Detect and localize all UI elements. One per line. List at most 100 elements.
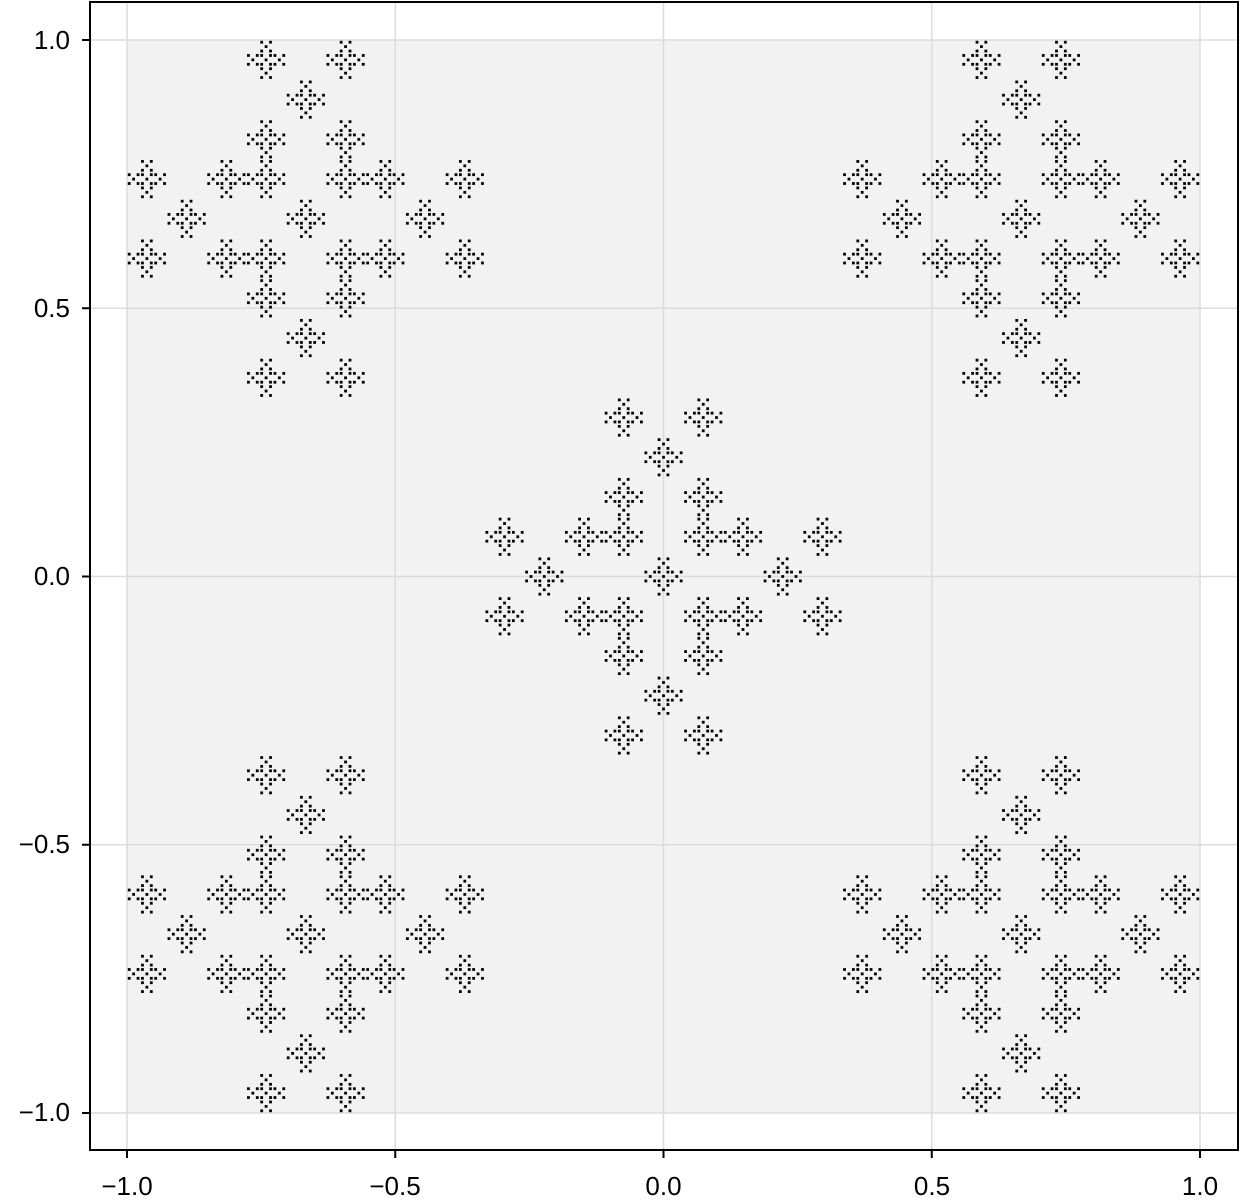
data-point [1055,305,1058,309]
data-point [980,1091,983,1095]
data-point [949,173,952,177]
data-point [1002,937,1005,940]
data-point [251,296,255,300]
data-point [1183,248,1186,252]
data-point [975,279,979,283]
data-point [454,173,458,177]
data-point [233,261,237,265]
data-point [931,897,935,901]
data-point [361,976,365,980]
data-point [339,870,343,874]
data-point [269,261,272,265]
data-point [467,182,471,185]
data-point [220,897,224,901]
data-point [980,853,983,857]
data-point [180,928,184,932]
data-point [931,976,935,980]
data-point [269,186,272,190]
data-point [975,288,979,291]
data-point [746,597,749,600]
data-point [564,539,568,543]
data-point [445,888,449,892]
data-point [626,716,630,720]
data-point [746,619,749,623]
data-point [604,530,608,534]
data-point [922,252,926,256]
data-point [1059,190,1063,194]
data-point [1090,976,1094,980]
data-point [1063,252,1067,256]
data-point [935,274,939,278]
data-point [975,994,979,998]
data-point [922,173,926,177]
data-point [260,186,264,190]
data-point [595,535,599,539]
data-point [273,261,277,265]
data-point [247,252,250,256]
data-point [348,1003,352,1007]
data-point [697,433,701,437]
data-point [798,570,802,574]
data-point [719,610,723,614]
data-point [1183,252,1186,256]
data-point [971,1016,974,1020]
data-point [202,937,206,940]
data-point [1196,261,1200,265]
data-point [1130,213,1133,216]
data-point [1103,954,1107,958]
data-point [1059,879,1063,883]
data-point [260,1096,264,1099]
data-point [149,173,153,177]
data-point [335,1007,339,1011]
data-point [260,994,264,998]
data-point [286,809,290,812]
data-point [838,619,842,623]
data-point [935,968,939,971]
data-point [856,239,860,243]
data-point [149,160,153,163]
data-point [1010,937,1014,940]
data-point [357,972,361,976]
data-point [282,968,286,971]
data-point [366,182,370,185]
data-point [339,274,343,278]
data-point [971,968,974,971]
data-point [472,173,476,177]
data-point [326,976,330,980]
data-point [348,769,352,773]
data-point [988,54,992,57]
data-point [693,500,696,503]
data-point [582,628,586,631]
data-point [251,137,255,141]
data-point [706,411,710,415]
data-point [180,235,184,238]
data-point [1174,981,1178,985]
data-point [865,186,869,190]
data-point [988,968,992,971]
data-point [693,491,696,494]
data-point [485,619,489,623]
data-point [388,884,392,887]
data-point [353,968,356,971]
data-point [304,946,308,949]
data-point [339,279,343,283]
data-point [136,976,140,980]
data-point [1019,204,1023,207]
data-point [163,968,166,971]
data-point [684,619,687,623]
data-point [1028,809,1032,812]
data-point [693,420,696,424]
data-point [816,619,820,623]
data-point [617,606,621,609]
data-point [339,261,343,265]
data-point [1055,301,1058,305]
data-point [617,530,621,534]
data-point [264,893,268,896]
data-point [1063,168,1067,172]
data-point [927,972,930,976]
data-point [706,500,710,503]
data-point [132,177,136,181]
data-point [326,133,330,137]
data-point [361,1096,365,1099]
data-point [697,539,701,543]
